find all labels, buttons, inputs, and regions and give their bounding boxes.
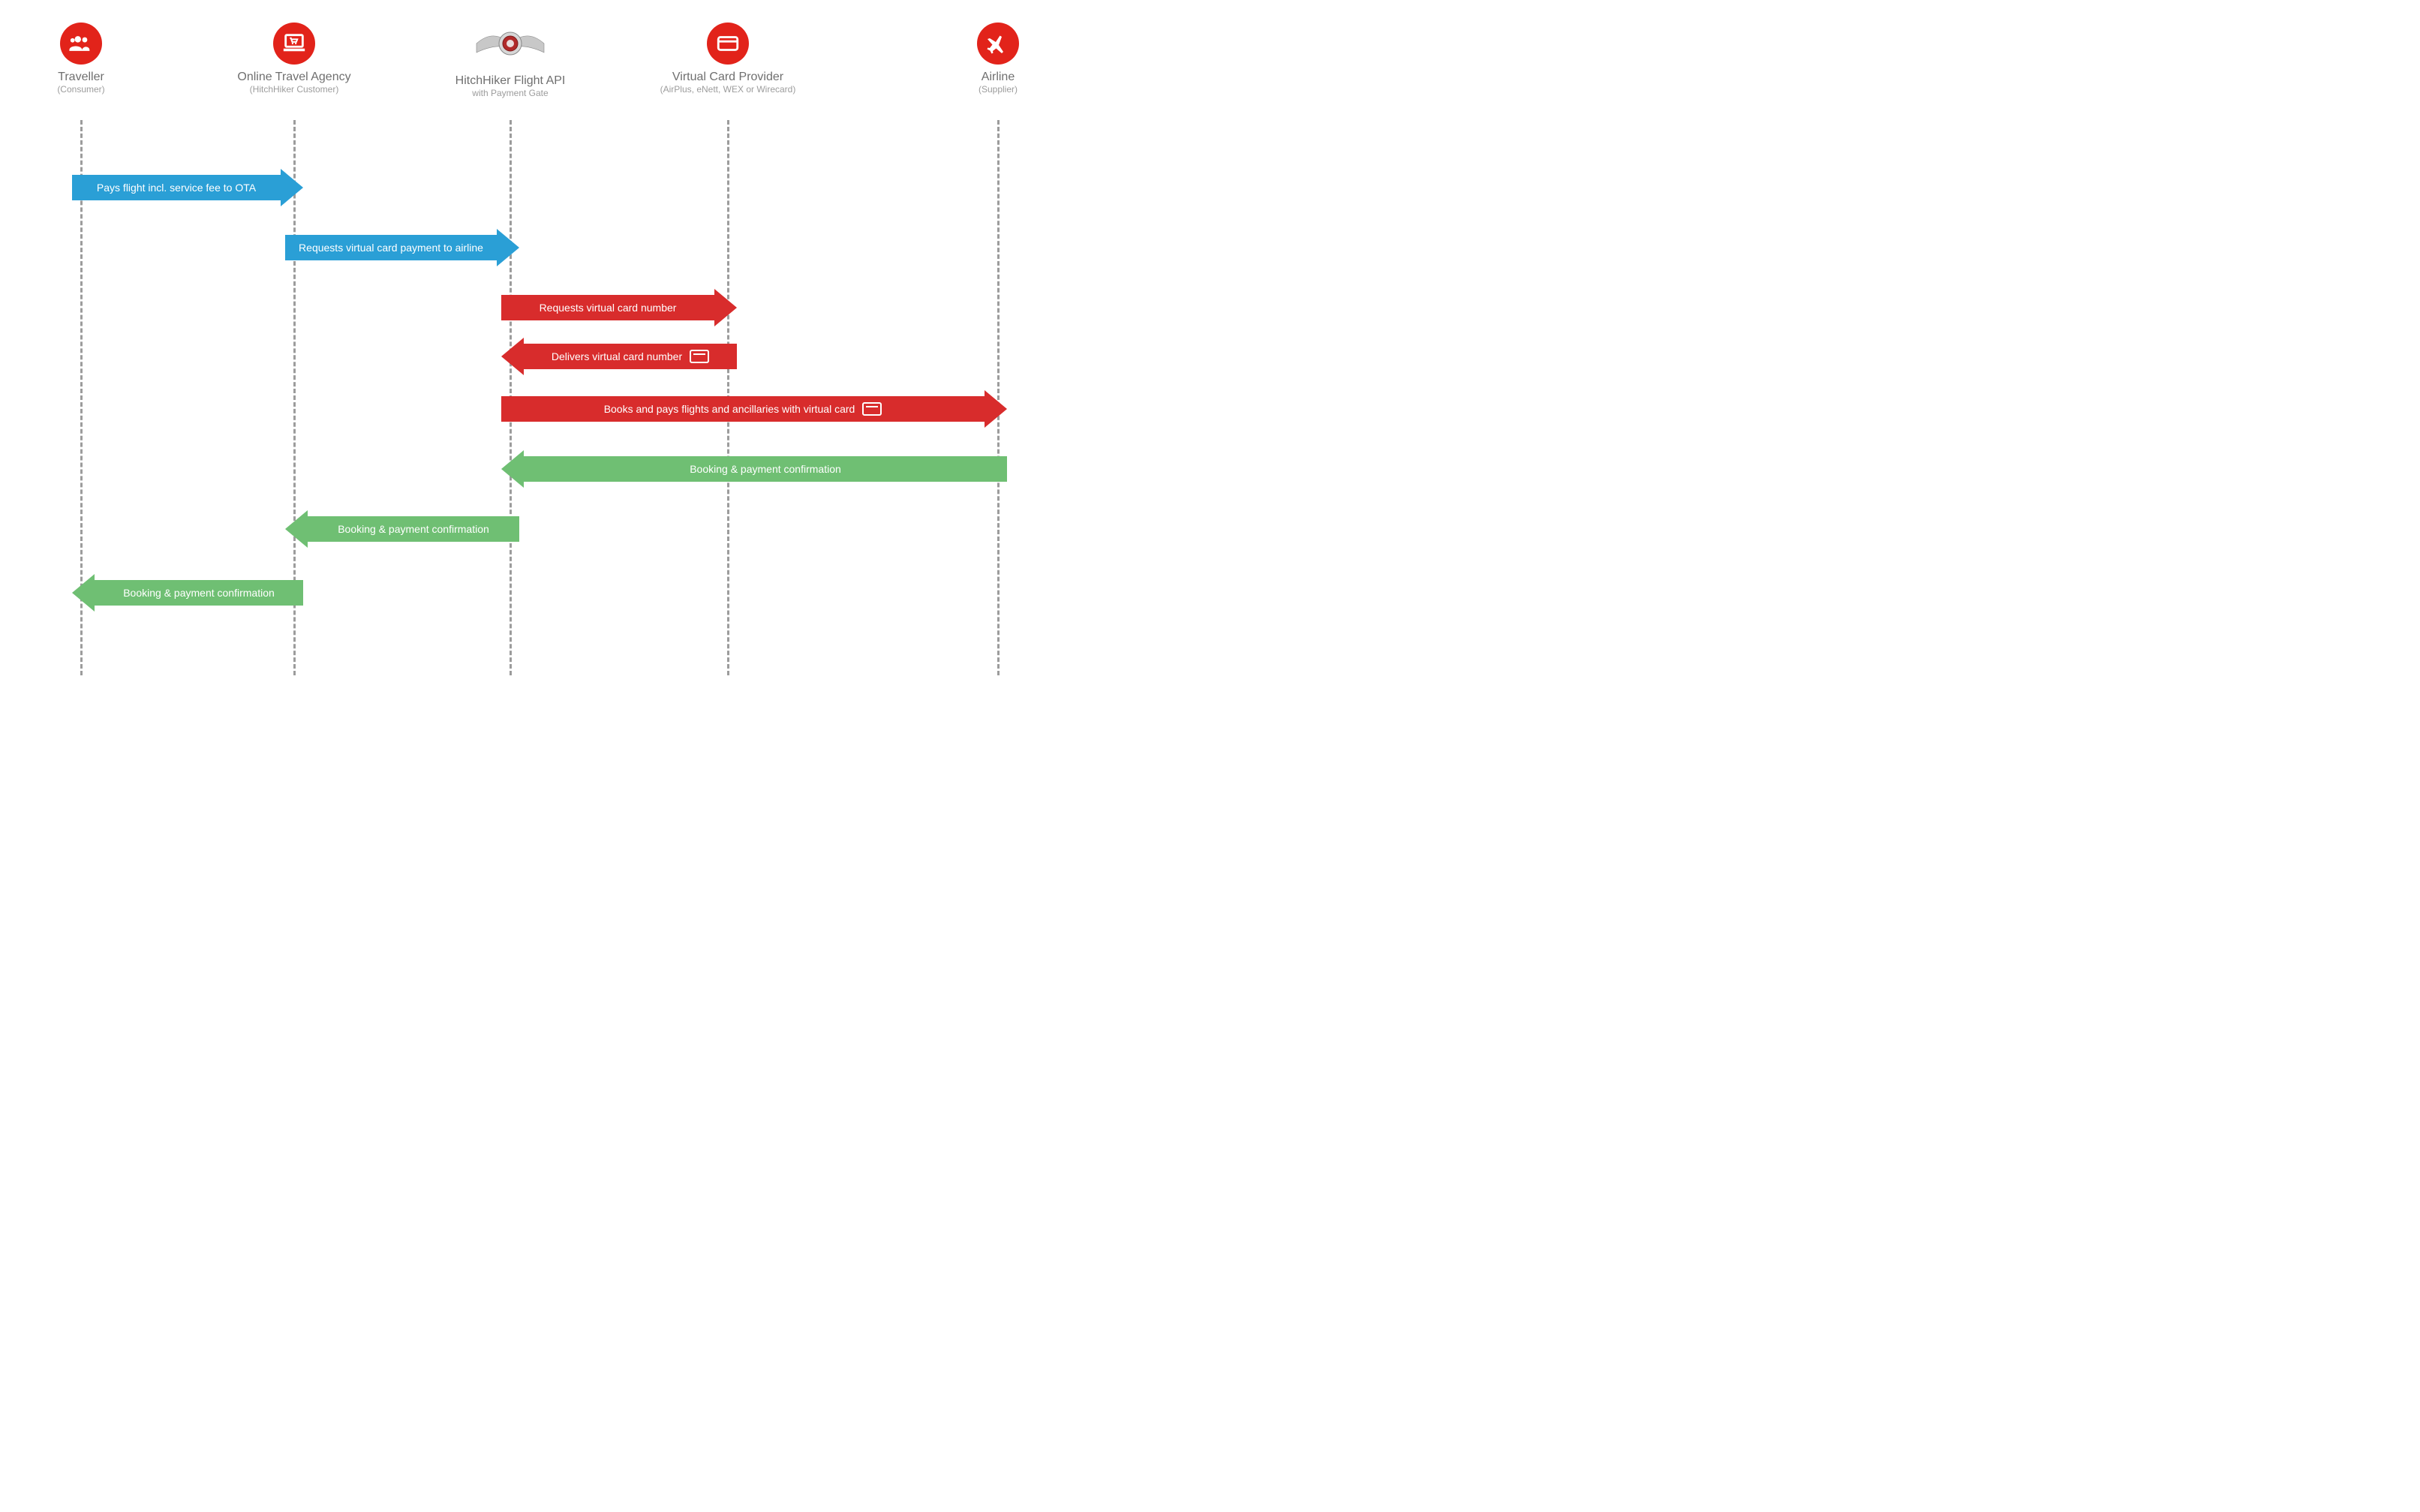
flow-step-label: Delivers virtual card number (552, 350, 682, 362)
arrow-head-icon (501, 450, 524, 488)
flow-step-s7: Booking & payment confirmation (285, 516, 519, 542)
flow-step-s5: Books and pays flights and ancillaries w… (501, 396, 1007, 422)
flow-step-label: Requests virtual card payment to airline (299, 242, 483, 254)
flow-step-label: Booking & payment confirmation (338, 523, 489, 535)
arrow-head-icon (985, 390, 1007, 428)
lane-subtitle: (HitchHiker Customer) (197, 84, 392, 95)
lane-header-ota: Online Travel Agency(HitchHiker Customer… (197, 23, 392, 95)
lane-header-traveller: Traveller(Consumer) (0, 23, 179, 95)
flow-step-s6: Booking & payment confirmation (501, 456, 1007, 482)
lane-subtitle: (Consumer) (0, 84, 179, 95)
lane-title: Traveller (0, 71, 179, 84)
flow-step-label: Booking & payment confirmation (690, 463, 841, 475)
lane-header-api: HitchHiker Flight APIwith Payment Gate (413, 23, 608, 98)
people-icon (60, 23, 102, 65)
arrow-head-icon (714, 289, 737, 326)
lane-title: Virtual Card Provider (630, 71, 825, 84)
arrow-head-icon (497, 229, 519, 266)
plane-icon (977, 23, 1019, 65)
flow-step-s1: Pays flight incl. service fee to OTA (72, 175, 303, 200)
flow-step-label: Pays flight incl. service fee to OTA (97, 182, 256, 194)
arrow-head-icon (72, 574, 95, 612)
lane-title: Online Travel Agency (197, 71, 392, 84)
lane-title: HitchHiker Flight API (413, 74, 608, 88)
credit-card-icon (690, 350, 709, 363)
flow-step-label: Requests virtual card number (540, 302, 677, 314)
lane-subtitle: with Payment Gate (413, 88, 608, 98)
arrow-head-icon (501, 338, 524, 375)
lane-subtitle: (AirPlus, eNett, WEX or Wirecard) (630, 84, 825, 95)
lane-title: Airline (900, 71, 1096, 84)
flow-step-s8: Booking & payment confirmation (72, 580, 303, 606)
laptop-cart-icon (273, 23, 315, 65)
lane-header-vcp: Virtual Card Provider(AirPlus, eNett, WE… (630, 23, 825, 95)
flow-step-s2: Requests virtual card payment to airline (285, 235, 519, 260)
wings-emblem-icon (413, 23, 608, 68)
flow-step-label: Books and pays flights and ancillaries w… (604, 403, 855, 415)
lane-header-airline: Airline(Supplier) (900, 23, 1096, 95)
flow-step-s3: Requests virtual card number (501, 295, 737, 320)
flow-step-s4: Delivers virtual card number (501, 344, 737, 369)
arrow-head-icon (285, 510, 308, 548)
credit-card-icon (862, 402, 882, 416)
arrow-head-icon (281, 169, 303, 206)
credit-card-icon (707, 23, 749, 65)
flow-step-label: Booking & payment confirmation (123, 587, 275, 599)
lane-subtitle: (Supplier) (900, 84, 1096, 95)
